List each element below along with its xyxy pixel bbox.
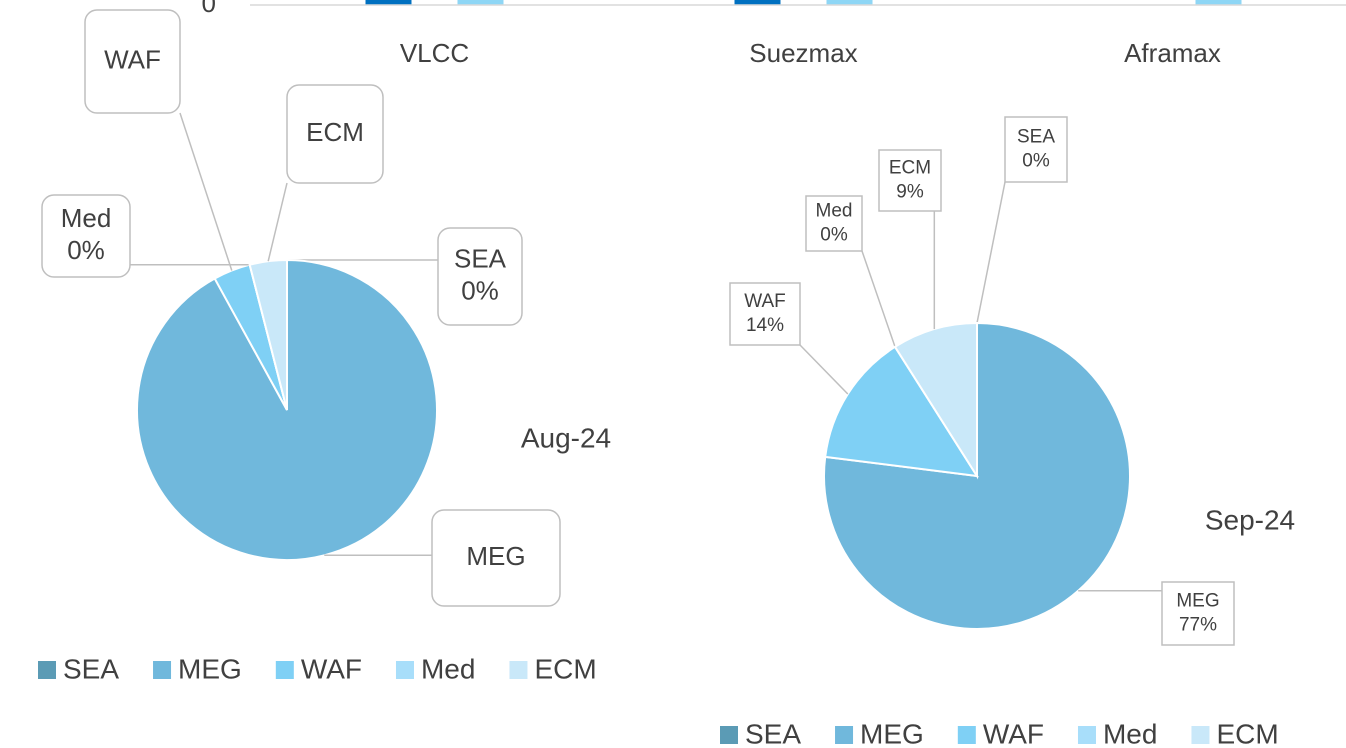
- legend-label: WAF: [983, 718, 1044, 748]
- leader-line: [976, 181, 1006, 324]
- legend-label: MEG: [860, 718, 924, 748]
- data-label-name: ECM: [306, 117, 364, 147]
- pie-title: Aug-24: [521, 422, 611, 453]
- leader-line: [861, 250, 896, 348]
- data-label-value: 9%: [896, 181, 924, 202]
- legend-swatch: [1077, 726, 1096, 744]
- y-tick-label: 0: [202, 0, 216, 18]
- legend-swatch: [509, 661, 528, 679]
- legend-label: Med: [1103, 718, 1157, 748]
- bar: [457, 0, 504, 5]
- legend-swatch: [153, 661, 172, 679]
- leader-line: [267, 182, 288, 262]
- legend-swatch: [275, 661, 294, 679]
- legend-label: ECM: [1216, 718, 1278, 748]
- data-label-name: SEA: [454, 243, 507, 273]
- label-box: [437, 227, 523, 326]
- legend-label: MEG: [178, 653, 242, 684]
- data-label-name: MEG: [1176, 591, 1219, 612]
- legend-swatch: [395, 661, 414, 679]
- label-box: [41, 194, 131, 278]
- label-box: [1161, 581, 1235, 646]
- leader-line: [179, 112, 233, 271]
- x-tick-label: Aframax: [1124, 38, 1221, 68]
- bar: [365, 0, 412, 5]
- data-label-name: MEG: [466, 541, 525, 571]
- data-label-name: Med: [61, 203, 112, 233]
- label-box: [1004, 116, 1068, 183]
- label-box: [84, 9, 181, 114]
- x-tick-label: VLCC: [400, 38, 469, 68]
- legend-label: ECM: [534, 653, 596, 684]
- label-box: [431, 509, 561, 607]
- legend-swatch: [835, 726, 854, 744]
- bar: [1195, 0, 1242, 5]
- data-label-name: WAF: [104, 44, 161, 74]
- data-label-name: ECM: [889, 158, 931, 179]
- data-label-value: 0%: [1022, 150, 1050, 171]
- data-label-name: WAF: [744, 291, 786, 312]
- data-label-value: 77%: [1179, 614, 1217, 635]
- data-label-value: 0%: [820, 224, 848, 245]
- legend-swatch: [1191, 726, 1210, 744]
- data-label-value: 0%: [67, 235, 105, 265]
- pie-slice: [823, 321, 1131, 630]
- data-label-name: Med: [816, 201, 853, 222]
- label-box: [729, 282, 801, 346]
- pie-slice: [248, 258, 288, 411]
- legend-swatch: [957, 726, 976, 744]
- label-box: [878, 149, 942, 212]
- pie-slice: [893, 321, 978, 480]
- pie-title: Sep-24: [1205, 504, 1295, 535]
- legend-label: SEA: [63, 653, 119, 684]
- data-label-name: SEA: [1017, 127, 1055, 148]
- data-label-value: 14%: [746, 315, 784, 336]
- legend-label: WAF: [301, 653, 362, 684]
- legend-swatch: [720, 726, 738, 744]
- data-label-value: 0%: [461, 275, 499, 305]
- legend-label: SEA: [745, 718, 801, 748]
- bar: [734, 0, 781, 5]
- legend-label: Med: [421, 653, 475, 684]
- label-box: [286, 84, 384, 184]
- label-box: [805, 195, 863, 252]
- legend-swatch: [38, 661, 56, 679]
- x-tick-label: Suezmax: [749, 38, 857, 68]
- leader-line: [799, 344, 849, 395]
- bar: [826, 0, 873, 5]
